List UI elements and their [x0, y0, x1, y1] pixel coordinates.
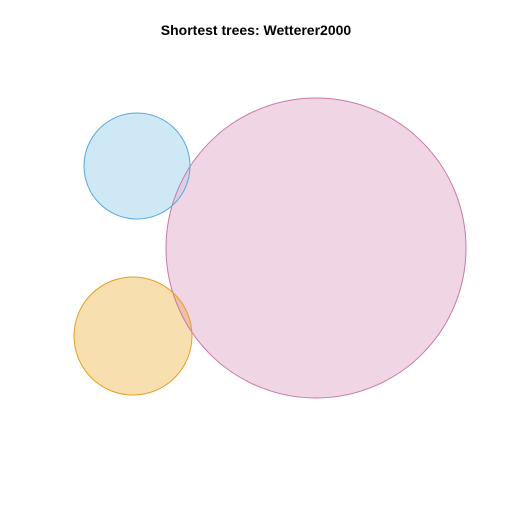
set-circle-pink [166, 98, 466, 398]
